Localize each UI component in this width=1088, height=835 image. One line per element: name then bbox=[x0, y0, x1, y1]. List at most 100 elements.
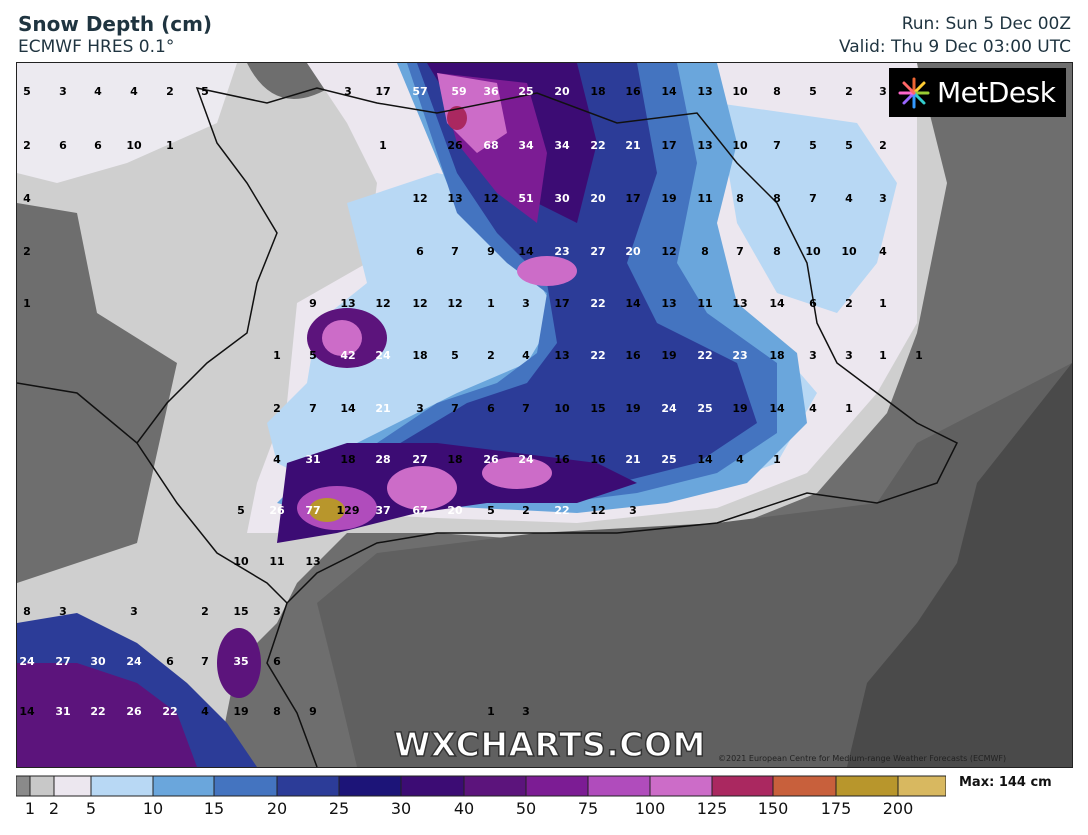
map-value-label: 14 bbox=[769, 297, 785, 310]
map-value-label: 19 bbox=[233, 705, 248, 718]
map-value-label: 10 bbox=[805, 245, 821, 258]
map-value-label: 14 bbox=[19, 705, 35, 718]
map-value-label: 20 bbox=[625, 245, 641, 258]
map-value-label: 8 bbox=[273, 705, 281, 718]
map-value-label: 31 bbox=[305, 453, 320, 466]
map-value-label: 2 bbox=[522, 504, 530, 517]
snow-depth-map[interactable]: 5 3 4 4 2 5 3 17 57 59 36 25 20 18 16 14 13 10 8 5 2 3 2 6 6 10 1 1… bbox=[16, 62, 1073, 768]
snow-20-25 bbox=[327, 63, 757, 503]
map-value-label: 13 bbox=[340, 297, 355, 310]
map-value-label: 16 bbox=[590, 453, 606, 466]
map-value-label: 3 bbox=[59, 605, 67, 618]
model-subtitle: ECMWF HRES 0.1° bbox=[18, 37, 175, 57]
max-label: Max: 144 cm bbox=[959, 775, 1052, 790]
legend-tick-label: 1 bbox=[24, 799, 36, 818]
map-value-label: 2 bbox=[201, 605, 209, 618]
map-value-label: 18 bbox=[590, 85, 605, 98]
map-value-label: 2 bbox=[845, 297, 853, 310]
map-value-label: 3 bbox=[130, 605, 138, 618]
map-value-label: 6 bbox=[416, 245, 424, 258]
map-value-label: 13 bbox=[447, 192, 462, 205]
map-value-label: 24 bbox=[518, 453, 534, 466]
map-value-label: 3 bbox=[809, 349, 817, 362]
map-value-label: 2 bbox=[845, 85, 853, 98]
map-value-label: 4 bbox=[845, 192, 853, 205]
map-value-label: 1 bbox=[845, 402, 853, 415]
legend-tick-label: 15 bbox=[203, 799, 225, 818]
map-value-label: 7 bbox=[736, 245, 744, 258]
map-value-label: 11 bbox=[697, 192, 712, 205]
legend-swatch bbox=[338, 775, 402, 797]
map-value-label: 13 bbox=[661, 297, 676, 310]
map-value-label: 5 bbox=[487, 504, 495, 517]
map-value-label: 8 bbox=[736, 192, 744, 205]
map-value-label: 17 bbox=[554, 297, 569, 310]
legend-swatch bbox=[29, 775, 55, 797]
map-value-label: 21 bbox=[375, 402, 390, 415]
map-value-label: 14 bbox=[661, 85, 677, 98]
map-value-label: 77 bbox=[305, 504, 320, 517]
map-value-label: 8 bbox=[773, 245, 781, 258]
map-value-label: 28 bbox=[375, 453, 390, 466]
map-value-label: 19 bbox=[661, 349, 676, 362]
map-value-label: 21 bbox=[625, 453, 640, 466]
map-value-label: 26 bbox=[269, 504, 285, 517]
map-value-label: 12 bbox=[412, 192, 427, 205]
map-value-label: 4 bbox=[130, 85, 138, 98]
border-west bbox=[16, 382, 138, 444]
map-value-label: 26 bbox=[447, 139, 463, 152]
map-value-label: 1 bbox=[487, 705, 495, 718]
metdesk-logo: MetDesk bbox=[889, 68, 1066, 117]
map-value-label: 18 bbox=[412, 349, 427, 362]
map-value-label: 22 bbox=[162, 705, 177, 718]
map-value-label: 4 bbox=[809, 402, 817, 415]
map-value-label: 1 bbox=[773, 453, 781, 466]
map-value-label: 19 bbox=[625, 402, 640, 415]
legend-tick-label: 30 bbox=[390, 799, 412, 818]
map-value-label: 5 bbox=[23, 85, 31, 98]
map-value-label: 4 bbox=[273, 453, 281, 466]
map-value-label: 22 bbox=[590, 349, 605, 362]
map-value-label: 59 bbox=[451, 85, 466, 98]
snow-50-southc bbox=[482, 457, 552, 489]
legend-swatch bbox=[16, 775, 31, 797]
legend-swatch bbox=[276, 775, 340, 797]
map-value-label: 5 bbox=[451, 349, 459, 362]
map-value-label: 4 bbox=[23, 192, 31, 205]
map-value-label: 7 bbox=[773, 139, 781, 152]
map-value-label: 19 bbox=[661, 192, 676, 205]
map-value-label: 14 bbox=[697, 453, 713, 466]
map-value-label: 5 bbox=[201, 85, 209, 98]
wxcharts-watermark: WXCHARTS.COM bbox=[393, 724, 706, 765]
map-value-label: 51 bbox=[518, 192, 533, 205]
map-value-label: 17 bbox=[661, 139, 676, 152]
map-value-label: 15 bbox=[590, 402, 605, 415]
map-value-label: 7 bbox=[522, 402, 530, 415]
legend-tick-label: 125 bbox=[696, 799, 728, 818]
snow-50-west bbox=[322, 320, 362, 356]
map-value-label: 31 bbox=[55, 705, 70, 718]
map-value-label: 16 bbox=[625, 349, 641, 362]
map-value-label: 7 bbox=[451, 402, 459, 415]
map-value-label: 24 bbox=[375, 349, 391, 362]
map-value-label: 2 bbox=[273, 402, 281, 415]
map-value-label: 19 bbox=[732, 402, 747, 415]
map-value-label: 68 bbox=[483, 139, 498, 152]
map-value-label: 15 bbox=[233, 605, 248, 618]
map-value-label: 3 bbox=[845, 349, 853, 362]
map-value-label: 7 bbox=[201, 655, 209, 668]
map-value-label: 34 bbox=[554, 139, 570, 152]
map-value-label: 67 bbox=[412, 504, 427, 517]
map-value-label: 18 bbox=[447, 453, 462, 466]
map-value-label: 3 bbox=[416, 402, 424, 415]
map-value-label: 8 bbox=[23, 605, 31, 618]
border-south bbox=[266, 602, 318, 768]
metdesk-burst-icon bbox=[898, 77, 930, 108]
legend-tick-label: 175 bbox=[820, 799, 852, 818]
map-value-label: 8 bbox=[773, 192, 781, 205]
map-value-label: 10 bbox=[732, 85, 748, 98]
map-value-label: 25 bbox=[518, 85, 533, 98]
map-value-label: 1 bbox=[273, 349, 281, 362]
snow-50-south bbox=[387, 466, 457, 510]
black-sea bbox=[847, 363, 1072, 767]
